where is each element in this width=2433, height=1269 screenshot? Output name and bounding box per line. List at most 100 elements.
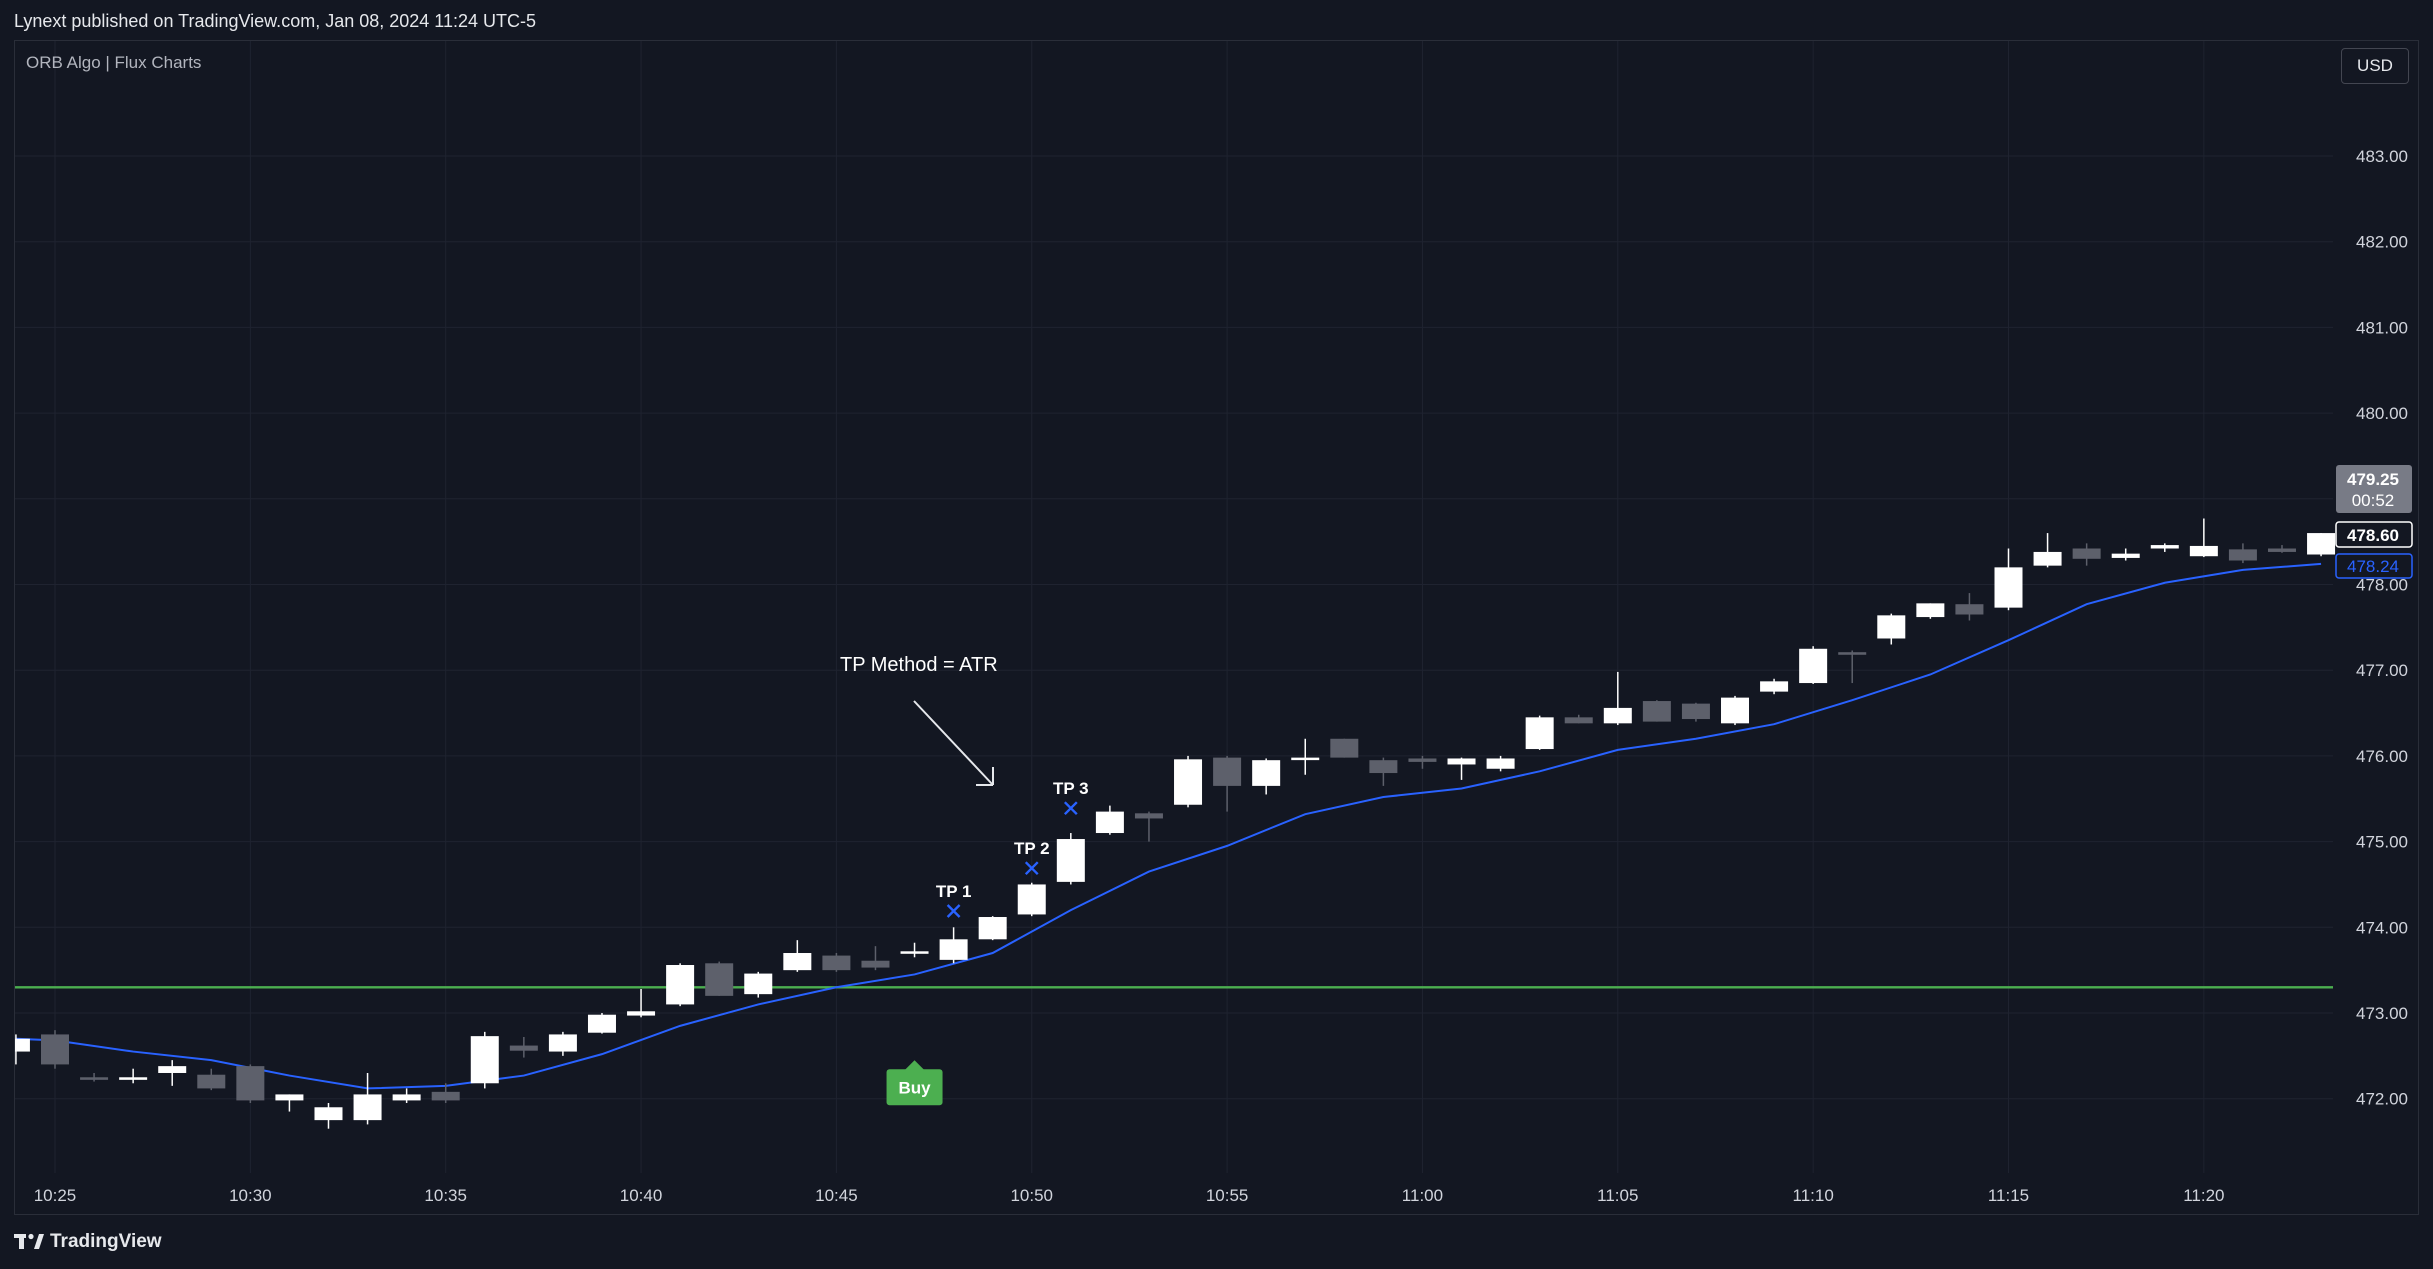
candle-body <box>1564 717 1593 724</box>
buy-arrow-icon <box>904 1060 925 1071</box>
candle <box>80 1072 109 1082</box>
candle-body <box>1095 811 1124 834</box>
candle <box>275 1094 304 1112</box>
price-tick-label: 481.00 <box>2356 318 2408 337</box>
candle-body <box>2033 551 2062 566</box>
candle <box>1681 702 1710 722</box>
price-tick-label: 477.00 <box>2356 661 2408 680</box>
candle-body <box>431 1091 460 1101</box>
candle <box>314 1102 343 1129</box>
candle-body <box>1174 759 1203 805</box>
candle-body <box>236 1066 265 1101</box>
candle-body <box>1017 884 1046 915</box>
candle-body <box>1408 758 1437 762</box>
price-tick-label: 483.00 <box>2356 147 2408 166</box>
time-tick-label: 10:35 <box>424 1186 467 1205</box>
candle <box>627 989 656 1018</box>
price-tick-label: 480.00 <box>2356 404 2408 423</box>
candle-body <box>470 1036 499 1084</box>
brand-name: TradingView <box>50 1231 162 1252</box>
published-header: Lynext published on TradingView.com, Jan… <box>0 0 2433 40</box>
badge-value: 479.25 <box>2347 470 2399 489</box>
candle-body <box>1760 681 1789 692</box>
candle <box>1838 650 1867 684</box>
candle <box>1525 715 1554 750</box>
candle <box>509 1036 538 1058</box>
candle-body <box>275 1094 304 1101</box>
candle <box>1213 755 1242 812</box>
candle-body <box>1525 717 1554 750</box>
candle-body <box>1838 652 1867 655</box>
candle-body <box>2072 548 2101 559</box>
close-price-badge: 478.60 <box>2335 521 2413 548</box>
tp-marker: TP 1 <box>936 882 972 918</box>
price-axis: 472.00 473.00 474.00 475.00 476.00 477.00 478.… <box>2356 147 2408 1109</box>
time-tick-label: 11:05 <box>1597 1186 1638 1205</box>
signal-overlays: TP 1 TP 2 TP 3 Buy TP Method = ATR <box>840 654 1089 1106</box>
time-tick-label: 11:20 <box>2183 1186 2224 1205</box>
buy-label: Buy <box>898 1078 931 1097</box>
candle <box>41 1030 69 1069</box>
candle <box>783 940 812 972</box>
candle-body <box>861 960 890 968</box>
candle <box>431 1083 460 1103</box>
indicator-label[interactable]: ORB Algo | Flux Charts <box>26 53 202 72</box>
candle <box>392 1088 421 1103</box>
candle-body <box>2307 533 2336 555</box>
badge-countdown: 00:52 <box>2352 491 2395 510</box>
annotation-arrow-icon <box>913 700 994 786</box>
chart-frame[interactable] <box>14 40 2419 1215</box>
last-price-countdown-badge: 479.25 00:52 <box>2336 465 2412 513</box>
annotation[interactable]: TP Method = ATR <box>840 654 998 786</box>
candle <box>2150 543 2179 552</box>
candle-body <box>2150 545 2179 549</box>
time-tick-label: 10:55 <box>1206 1186 1249 1205</box>
candle <box>666 963 695 1007</box>
price-tick-label: 475.00 <box>2356 833 2408 852</box>
candle <box>587 1013 616 1034</box>
grid-lines <box>15 41 2333 1173</box>
tp-x-icon <box>1063 801 1078 816</box>
candle <box>1134 811 1163 842</box>
candle <box>2033 533 2062 568</box>
candle <box>1760 678 1789 695</box>
candle <box>1877 613 1906 645</box>
candle-body <box>666 965 695 1005</box>
candle <box>2267 545 2296 553</box>
candle <box>2072 543 2101 566</box>
candle <box>861 946 890 971</box>
tp-label: TP 1 <box>936 882 972 901</box>
time-axis: 10:25 10:30 10:35 10:40 10:45 10:50 10:55 11:00… <box>34 1186 2225 1205</box>
time-tick-label: 11:15 <box>1988 1186 2029 1205</box>
candle-body <box>1721 697 1750 724</box>
candle <box>1252 758 1281 795</box>
candle <box>2228 543 2257 564</box>
candle <box>1291 738 1320 775</box>
candle <box>1369 757 1398 786</box>
candle-body <box>939 939 968 960</box>
candle <box>1056 833 1085 885</box>
candle-body <box>1916 603 1945 618</box>
candle-body <box>1252 760 1281 786</box>
candle <box>158 1060 187 1086</box>
candle-body <box>2189 545 2218 557</box>
candle-body <box>548 1034 577 1052</box>
price-tick-label: 472.00 <box>2356 1090 2408 1109</box>
candles <box>15 518 2336 1129</box>
candle-body <box>1603 707 1632 724</box>
candle-body <box>900 951 929 954</box>
candle <box>1603 671 1632 726</box>
ema-price-badge: 478.24 <box>2335 553 2413 579</box>
badge-value: 478.24 <box>2347 557 2399 576</box>
buy-signal[interactable]: Buy <box>886 1060 943 1106</box>
ema-line <box>15 562 2322 1090</box>
candle-body <box>1213 757 1242 786</box>
candle-body <box>353 1094 382 1121</box>
candle <box>1955 593 1984 621</box>
candle-body <box>587 1014 616 1033</box>
currency-button[interactable]: USD <box>2341 48 2409 84</box>
candle <box>470 1031 499 1089</box>
candle <box>1486 755 1515 772</box>
candle <box>1017 882 1046 917</box>
